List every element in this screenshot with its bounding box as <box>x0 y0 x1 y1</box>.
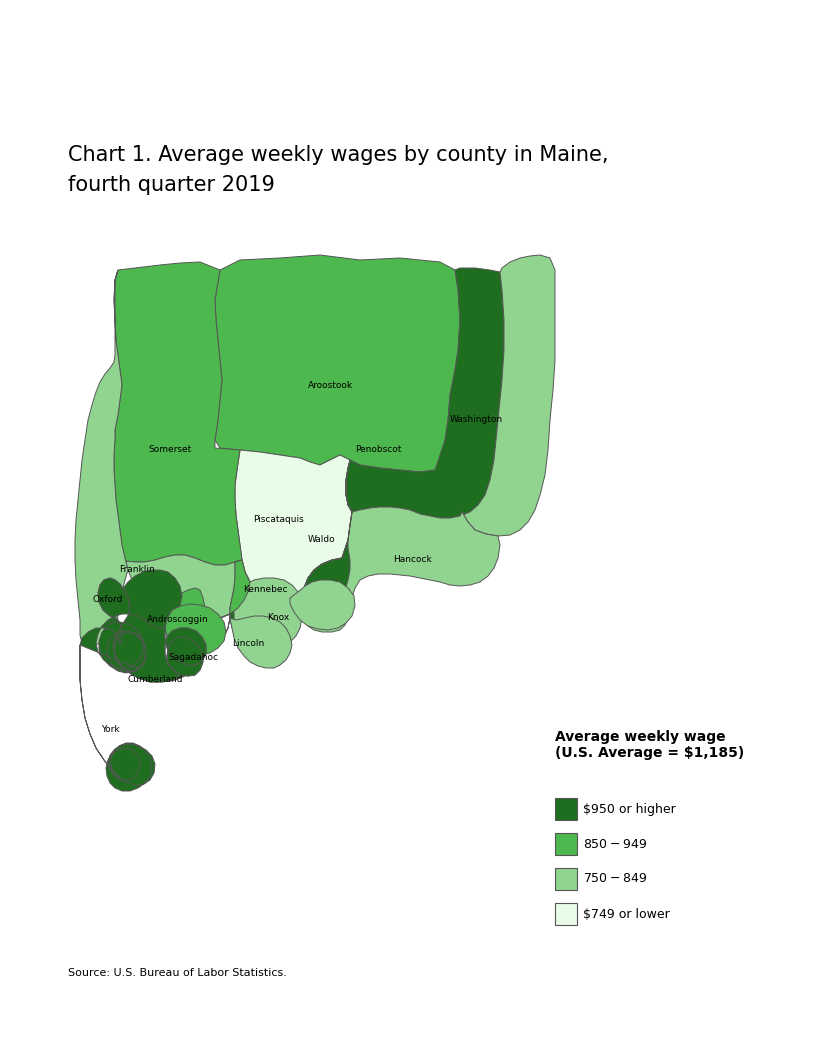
Bar <box>555 903 577 925</box>
Text: Washington: Washington <box>450 415 503 425</box>
Text: Somerset: Somerset <box>149 446 192 454</box>
Polygon shape <box>110 262 242 565</box>
Polygon shape <box>290 580 355 630</box>
Polygon shape <box>460 254 555 536</box>
Text: Waldo: Waldo <box>308 535 336 545</box>
Polygon shape <box>110 430 250 620</box>
Text: fourth quarter 2019: fourth quarter 2019 <box>68 175 275 195</box>
Text: $749 or lower: $749 or lower <box>583 907 670 921</box>
Polygon shape <box>215 254 460 472</box>
Bar <box>555 833 577 855</box>
Text: Androscoggin: Androscoggin <box>147 616 209 624</box>
Text: Kennebec: Kennebec <box>242 585 287 595</box>
Text: Knox: Knox <box>267 614 289 622</box>
Text: Oxford: Oxford <box>93 596 123 604</box>
Text: Franklin: Franklin <box>119 566 155 574</box>
Polygon shape <box>80 578 206 791</box>
Text: Lincoln: Lincoln <box>232 639 264 647</box>
Text: $950 or higher: $950 or higher <box>583 803 676 815</box>
Polygon shape <box>98 570 206 682</box>
Text: $850 - $949: $850 - $949 <box>583 837 647 850</box>
Polygon shape <box>302 507 500 631</box>
Polygon shape <box>235 450 355 615</box>
Text: Sagadahoc: Sagadahoc <box>168 654 218 662</box>
Polygon shape <box>165 604 226 655</box>
Bar <box>555 798 577 821</box>
Polygon shape <box>234 460 352 648</box>
Text: Hancock: Hancock <box>393 555 432 565</box>
Text: Penobscot: Penobscot <box>355 446 401 454</box>
Bar <box>555 868 577 890</box>
Polygon shape <box>230 616 292 668</box>
Text: Piscataquis: Piscataquis <box>253 515 304 525</box>
Polygon shape <box>230 540 350 648</box>
Text: Cumberland: Cumberland <box>127 676 183 684</box>
Text: Average weekly wage
(U.S. Average = $1,185): Average weekly wage (U.S. Average = $1,1… <box>555 730 744 760</box>
Text: Aroostook: Aroostook <box>308 380 353 390</box>
Text: $750 - $849: $750 - $849 <box>583 872 647 886</box>
Text: York: York <box>100 725 119 735</box>
Text: Chart 1. Average weekly wages by county in Maine,: Chart 1. Average weekly wages by county … <box>68 145 609 165</box>
Polygon shape <box>75 270 128 645</box>
Polygon shape <box>165 560 250 648</box>
Polygon shape <box>346 268 504 518</box>
Text: Source: U.S. Bureau of Labor Statistics.: Source: U.S. Bureau of Labor Statistics. <box>68 968 287 978</box>
